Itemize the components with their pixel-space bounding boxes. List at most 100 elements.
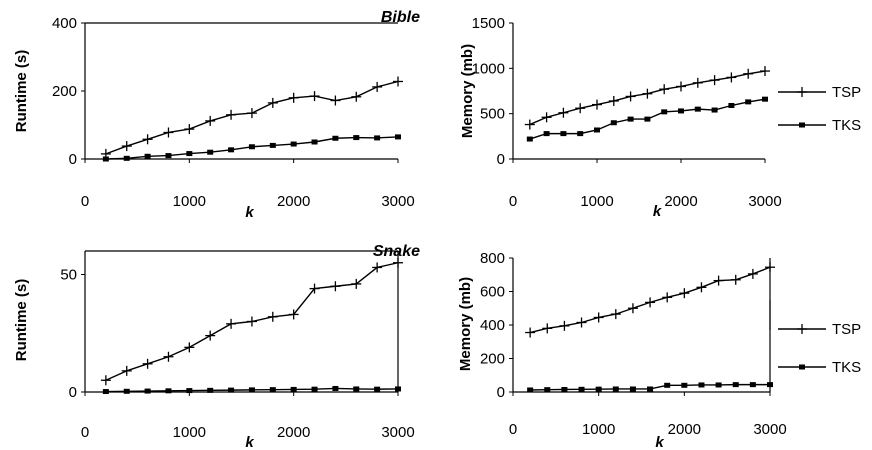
data-point-tks bbox=[353, 135, 360, 141]
data-point-tks bbox=[207, 149, 214, 155]
data-point-tks bbox=[627, 116, 634, 122]
data-point-tks bbox=[311, 139, 318, 145]
data-point-tks bbox=[269, 142, 276, 148]
data-point-tks bbox=[526, 136, 533, 142]
x-tick-label: 0 bbox=[509, 193, 517, 210]
data-point-tks bbox=[745, 99, 752, 105]
data-point-tks bbox=[664, 382, 671, 388]
data-point-tks bbox=[123, 155, 130, 161]
y-axis-label: Memory (mb) bbox=[457, 277, 474, 371]
data-point-tks bbox=[123, 388, 130, 394]
data-point-tks bbox=[102, 389, 109, 395]
data-point-tks bbox=[165, 153, 172, 159]
data-point-tks bbox=[543, 131, 550, 137]
data-point-tks bbox=[374, 386, 381, 392]
data-point-tks bbox=[732, 382, 739, 388]
y-axis-label: Memory (mb) bbox=[459, 44, 476, 138]
data-point-tks bbox=[560, 131, 567, 137]
chart-title: Bible bbox=[381, 9, 420, 26]
y-axis-label: Runtime (s) bbox=[13, 50, 30, 133]
legend-marker-tks bbox=[799, 364, 805, 370]
y-tick-label: 0 bbox=[69, 384, 77, 401]
legend: TSP TKS bbox=[778, 84, 861, 134]
data-point-tks bbox=[644, 116, 651, 122]
x-tick-label: 1000 bbox=[580, 193, 613, 210]
data-point-tks bbox=[144, 388, 151, 394]
x-tick-label: 3000 bbox=[381, 424, 414, 441]
x-tick-label: 2000 bbox=[668, 421, 701, 438]
x-axis-label: k bbox=[653, 203, 662, 220]
y-tick-label: 800 bbox=[480, 250, 505, 267]
data-point-tks bbox=[353, 386, 360, 392]
legend: TSP TKS bbox=[769, 300, 861, 376]
x-tick-label: 0 bbox=[81, 424, 89, 441]
data-point-tks bbox=[228, 387, 235, 393]
data-point-tks bbox=[544, 387, 551, 393]
y-axis-label: Runtime (s) bbox=[13, 279, 30, 362]
data-point-tks bbox=[395, 386, 401, 392]
data-point-tks bbox=[694, 106, 701, 112]
data-point-tks bbox=[594, 127, 600, 133]
data-point-tks bbox=[290, 141, 297, 147]
data-point-tks bbox=[661, 109, 668, 115]
series-tks bbox=[102, 134, 401, 162]
data-point-tks bbox=[578, 386, 585, 392]
x-axis-label: k bbox=[245, 204, 254, 221]
data-point-tks bbox=[711, 107, 718, 113]
x-axis-label: k bbox=[655, 434, 664, 450]
data-point-tks bbox=[527, 387, 534, 393]
legend-marker-tks bbox=[799, 122, 805, 128]
data-point-tks bbox=[186, 151, 193, 157]
data-point-tks bbox=[698, 382, 705, 388]
data-point-tks bbox=[290, 386, 297, 392]
data-point-tks bbox=[332, 135, 339, 141]
x-tick-label: 0 bbox=[509, 421, 517, 438]
x-axis-label: k bbox=[245, 434, 254, 450]
y-tick-label: 1000 bbox=[472, 60, 505, 77]
data-point-tks bbox=[595, 386, 602, 392]
chart-title: Snake bbox=[373, 243, 420, 260]
data-point-tks bbox=[395, 134, 401, 140]
y-tick-label: 50 bbox=[60, 267, 77, 284]
y-tick-label: 400 bbox=[52, 15, 77, 32]
data-point-tks bbox=[728, 103, 735, 109]
data-point-tks bbox=[715, 382, 722, 388]
x-tick-label: 2000 bbox=[277, 424, 310, 441]
data-point-tks bbox=[144, 153, 151, 159]
x-tick-label: 3000 bbox=[753, 421, 786, 438]
y-tick-label: 400 bbox=[480, 317, 505, 334]
data-point-tks bbox=[561, 386, 568, 392]
series-tsp bbox=[525, 262, 775, 338]
legend-label-tks: TKS bbox=[832, 359, 861, 376]
y-tick-label: 600 bbox=[480, 284, 505, 301]
data-point-tks bbox=[374, 135, 381, 141]
x-tick-label: 2000 bbox=[277, 193, 310, 210]
legend-label-tsp: TSP bbox=[832, 84, 861, 101]
data-point-tks bbox=[678, 108, 684, 114]
y-tick-label: 0 bbox=[497, 384, 505, 401]
data-point-tks bbox=[681, 382, 688, 388]
data-point-tks bbox=[207, 387, 214, 393]
chart-1: 0 200 400 0 1000 2000 3000 Runtime (s) k Bible bbox=[13, 9, 420, 221]
x-tick-label: 3000 bbox=[381, 193, 414, 210]
x-tick-label: 3000 bbox=[748, 193, 781, 210]
x-tick-label: 1000 bbox=[582, 421, 615, 438]
data-point-tks bbox=[332, 385, 339, 391]
series-tks bbox=[102, 385, 401, 395]
data-point-tks bbox=[577, 131, 584, 137]
y-tick-label: 500 bbox=[480, 106, 505, 123]
chart-4: 0 200 400 600 800 0 1000 2000 3000 Memory (mb) k TS… bbox=[457, 250, 861, 450]
data-point-tks bbox=[749, 382, 756, 388]
data-point-tks bbox=[612, 386, 619, 392]
series-tsp bbox=[100, 257, 403, 386]
data-point-tks bbox=[767, 382, 773, 388]
data-point-tks bbox=[647, 386, 654, 392]
chart-2: 0 500 1000 1500 0 1000 2000 3000 Memory (mb) k TSP… bbox=[459, 15, 861, 220]
data-point-tks bbox=[165, 388, 172, 394]
legend-label-tsp: TSP bbox=[832, 321, 861, 338]
x-tick-label: 1000 bbox=[173, 424, 206, 441]
data-point-tks bbox=[311, 386, 318, 392]
data-point-tks bbox=[248, 387, 255, 393]
data-point-tks bbox=[629, 386, 636, 392]
